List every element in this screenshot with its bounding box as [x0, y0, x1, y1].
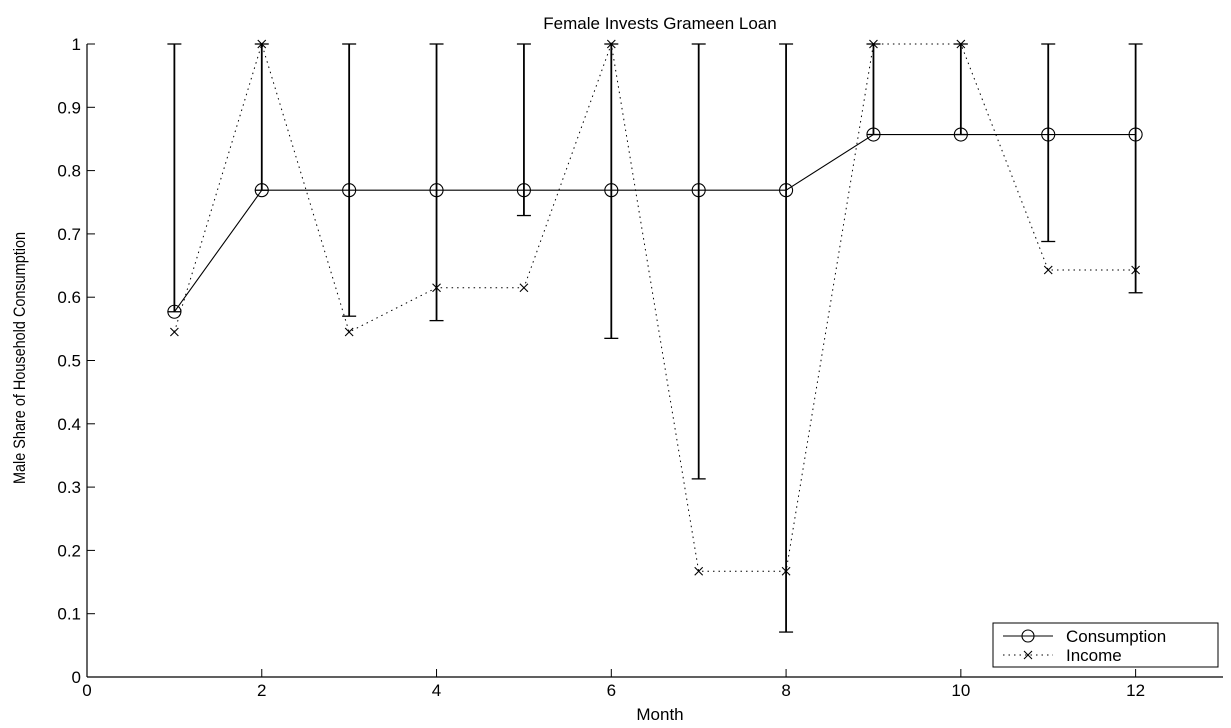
- y-tick-label: 0.5: [57, 352, 81, 371]
- y-tick-label: 0.3: [57, 478, 81, 497]
- x-tick-label: 8: [781, 681, 790, 700]
- x-axis-label: Month: [636, 705, 683, 723]
- y-tick-label: 0.8: [57, 162, 81, 181]
- x-tick-label: 12: [1126, 681, 1145, 700]
- y-tick-label: 0: [72, 668, 81, 687]
- point-income: [606, 39, 616, 49]
- plot-area: 0 2 4 6 8 10 12 0 0.1 0.2 0.3 0.4 0.5 0.6 0.7 0.8 0.9 1: [57, 35, 1223, 700]
- point-consumption: [429, 183, 444, 198]
- chart-title: Female Invests Grameen Loan: [543, 14, 776, 33]
- x-tick-label: 2: [257, 681, 266, 700]
- series-line-consumption: [173, 133, 1136, 313]
- point-consumption: [1128, 127, 1143, 142]
- point-income-stroke: [432, 283, 441, 293]
- point-income: [694, 566, 704, 576]
- point-consumption: [1041, 127, 1056, 142]
- y-tick-label: 0.9: [57, 98, 81, 117]
- point-consumption: [866, 127, 881, 142]
- point-consumption: [604, 183, 619, 198]
- y-tick-label: 0.1: [57, 605, 81, 624]
- point-consumption: [342, 183, 357, 198]
- series-line-income: [173, 42, 1136, 572]
- point-consumption: [516, 183, 531, 198]
- point-income: [1043, 265, 1053, 275]
- y-tick-label: 0.2: [57, 541, 81, 560]
- legend-label-income: Income: [1066, 646, 1122, 665]
- point-consumption: [254, 183, 269, 198]
- point-consumption: [691, 183, 706, 198]
- point-income: [781, 566, 791, 576]
- point-income-stroke: [169, 327, 179, 337]
- point-income-stroke: [781, 566, 791, 576]
- point-income: [1131, 265, 1141, 275]
- point-income-stroke: [519, 283, 529, 293]
- y-tick-label: 0.6: [57, 288, 81, 307]
- point-income-stroke: [869, 39, 878, 49]
- point-income-stroke: [1131, 265, 1141, 275]
- point-income: [956, 39, 966, 49]
- legend-marker-income: [1023, 650, 1033, 660]
- legend-marker-consumption: [1021, 629, 1035, 643]
- point-income: [344, 327, 354, 337]
- y-tick-label: 1: [72, 35, 81, 54]
- y-tick-label: 0.4: [57, 415, 81, 434]
- point-income-stroke: [1043, 265, 1053, 275]
- point-income: [432, 283, 441, 293]
- point-income-stroke: [257, 39, 267, 49]
- point-income-stroke: [344, 327, 354, 337]
- point-income-stroke: [606, 39, 616, 49]
- point-income: [869, 39, 878, 49]
- point-consumption: [953, 127, 968, 142]
- x-tick-label: 4: [432, 681, 441, 700]
- point-consumption: [167, 304, 182, 319]
- x-tick-label: 6: [607, 681, 616, 700]
- y-axis-label: Male Share of Household Consumption: [11, 232, 29, 484]
- point-income: [169, 327, 179, 337]
- x-tick-label: 10: [951, 681, 970, 700]
- x-tick-label: 0: [82, 681, 91, 700]
- y-tick-label: 0.7: [57, 225, 81, 244]
- point-income: [257, 39, 267, 49]
- legend-label-consumption: Consumption: [1066, 627, 1166, 646]
- point-consumption: [779, 183, 794, 198]
- point-income-stroke: [694, 566, 704, 576]
- point-income-stroke: [956, 39, 966, 49]
- point-income: [519, 283, 529, 293]
